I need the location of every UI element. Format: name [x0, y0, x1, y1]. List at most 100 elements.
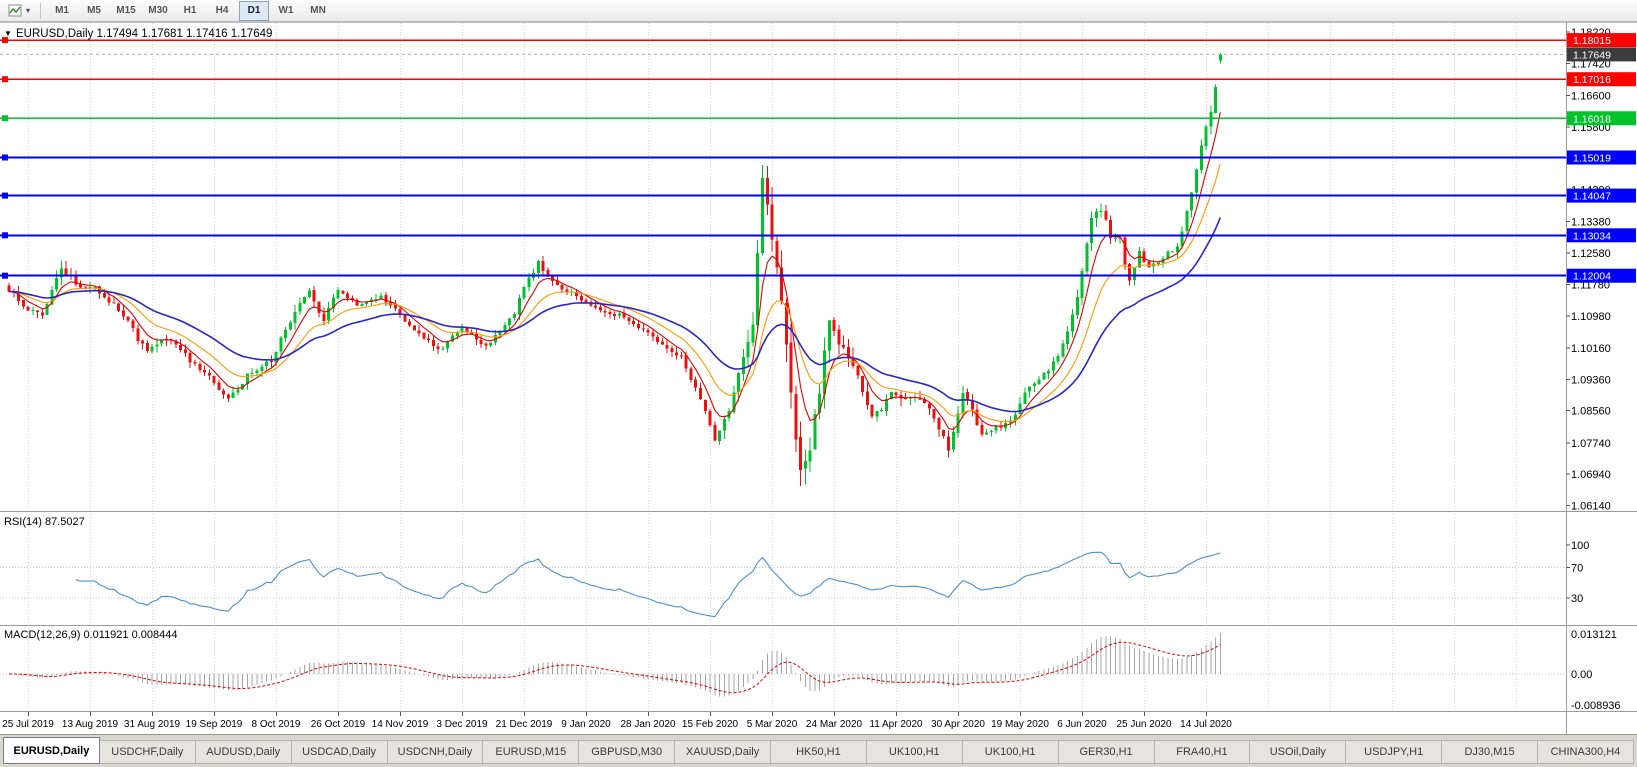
hline-badge-1.17016-text: 1.17016 [1573, 74, 1611, 86]
chart-cursor-icon [8, 4, 22, 16]
date-tick-label: 24 Mar 2020 [806, 719, 863, 730]
date-tick-label: 14 Jul 2020 [1180, 719, 1232, 730]
tab-ger30-h1[interactable]: GER30,H1 [1058, 740, 1155, 764]
hline-badge-1.16018-text: 1.16018 [1573, 113, 1611, 125]
tab-fra40-h1[interactable]: FRA40,H1 [1154, 740, 1251, 764]
tab-usdjpy-h1[interactable]: USDJPY,H1 [1346, 740, 1443, 764]
timeframe-button-group: M1 M5 M15 M30 H1 H4 D1 W1 MN [47, 0, 333, 21]
tab-dj30-m15[interactable]: DJ30,M15 [1442, 740, 1538, 764]
hline-handle-1.17016[interactable] [2, 76, 8, 83]
macd-signal-line [9, 641, 1221, 694]
horizontal-lines [0, 37, 1566, 279]
title-collapse-marker[interactable]: ▼ [4, 29, 12, 38]
hline-badge-1.15019-text: 1.15019 [1573, 153, 1611, 165]
rsi-indicator [0, 551, 1566, 618]
date-tick-label: 19 May 2020 [991, 719, 1049, 730]
dropdown-caret-icon: ▾ [26, 5, 31, 15]
hline-handle-1.16018[interactable] [2, 115, 8, 122]
tab-eurusd-daily[interactable]: EURUSD,Daily [3, 737, 100, 764]
date-tick-label: 11 Apr 2020 [869, 719, 923, 730]
timeframe-button-m30[interactable]: M30 [148, 5, 168, 16]
date-tick-label: 28 Jan 2020 [620, 719, 675, 730]
date-tick-label: 15 Feb 2020 [682, 719, 739, 730]
tab-xauusd-daily[interactable]: XAUUSD,Daily [675, 740, 771, 764]
date-tick-label: 25 Jul 2019 [2, 719, 54, 730]
hline-handle-1.18015[interactable] [2, 37, 8, 44]
chart-canvas[interactable]: 1.182201.174201.166001.158001.150001.142… [0, 22, 1637, 734]
tab-usdchf-daily[interactable]: USDCHF,Daily [99, 740, 196, 764]
tab-audusd-daily[interactable]: AUDUSD,Daily [195, 740, 292, 764]
price-tick-label: 1.15800 [1571, 122, 1611, 134]
timeframe-button-m5[interactable]: M5 [87, 5, 101, 16]
hline-badge-1.13034-text: 1.13034 [1573, 230, 1611, 242]
timeframe-button-d1[interactable]: D1 [239, 0, 270, 21]
hline-badge-1.14047-text: 1.14047 [1573, 191, 1611, 203]
date-tick-label: 5 Mar 2020 [747, 719, 798, 730]
macd-label: MACD(12,26,9) 0.011921 0.008444 [4, 629, 177, 641]
macd-indicator [0, 633, 1566, 697]
hline-badge-1.18015 [1567, 33, 1636, 48]
hline-handle-1.15019[interactable] [2, 154, 8, 161]
hline-badge-1.14047 [1567, 188, 1636, 203]
date-tick-label: 8 Oct 2019 [252, 719, 301, 730]
ma-slow-line [8, 217, 1222, 413]
timeframe-toolbar: ▾ M1 M5 M15 M30 H1 H4 D1 W1 MN [0, 0, 1637, 22]
macd-histogram [13, 633, 1221, 697]
tab-hk50-h1[interactable]: HK50,H1 [771, 740, 867, 764]
rsi-axis-label: 100 [1571, 540, 1589, 552]
hline-badge-1.18015-text: 1.18015 [1573, 35, 1611, 47]
date-tick-label: 9 Jan 2020 [561, 719, 611, 730]
price-tick-label: 1.16600 [1571, 91, 1611, 103]
tab-uk100-h1[interactable]: UK100,H1 [962, 740, 1059, 764]
tab-eurusd-m15[interactable]: EURUSD,M15 [483, 740, 580, 764]
date-tick-label: 21 Dec 2019 [496, 719, 553, 730]
timeframe-button-h1[interactable]: H1 [183, 5, 197, 16]
price-tick-label: 1.10160 [1571, 343, 1611, 355]
tab-usdcnh-daily[interactable]: USDCNH,Daily [387, 740, 484, 764]
tab-china300-h4[interactable]: CHINA300,H4 [1538, 740, 1634, 764]
chart-background [0, 22, 1637, 734]
hline-badge-1.16018 [1567, 111, 1636, 126]
date-axis[interactable]: 25 Jul 2019 13 Aug 2019 31 Aug 2019 19 Sep … [2, 712, 1232, 730]
macd-axis-min: -0.008936 [1571, 700, 1621, 712]
price-tick-label: 1.12580 [1571, 248, 1611, 260]
chart-title-ohlc: EURUSD,Daily 1.17494 1.17681 1.17416 1.1… [16, 28, 272, 40]
hline-handle-1.12004[interactable] [2, 272, 8, 279]
hline-badge-1.13034 [1567, 228, 1636, 243]
rsi-line [75, 551, 1221, 618]
timeframe-button-mn[interactable]: MN [310, 5, 326, 16]
date-tick-label: 13 Aug 2019 [62, 719, 119, 730]
macd-axis-max: 0.013121 [1571, 629, 1617, 641]
timeframe-button-w1[interactable]: W1 [278, 5, 294, 16]
tab-usoil-daily[interactable]: USOil,Daily [1250, 740, 1347, 764]
vertical-gridlines [28, 23, 1517, 711]
price-tick-label: 1.10980 [1571, 311, 1611, 323]
tab-uk100-h1[interactable]: UK100,H1 [866, 740, 963, 764]
hline-badge-1.15019 [1567, 150, 1636, 165]
tab-gbpusd-m30[interactable]: GBPUSD,M30 [579, 740, 676, 764]
hline-badge-1.12004-text: 1.12004 [1573, 271, 1611, 283]
timeframe-button-h4[interactable]: H4 [215, 5, 229, 16]
price-tick-label: 1.13380 [1571, 217, 1611, 229]
bid-price-badge [1567, 47, 1636, 62]
macd-axis-zero: 0.00 [1571, 669, 1592, 681]
charts-dropdown-button[interactable]: ▾ [4, 1, 34, 21]
timeframe-button-m15[interactable]: M15 [116, 5, 136, 16]
date-tick-label: 31 Aug 2019 [124, 719, 181, 730]
price-tick-label: 1.06940 [1571, 469, 1611, 481]
hline-handle-1.13034[interactable] [2, 232, 8, 239]
price-tick-label: 1.09360 [1571, 374, 1611, 386]
timeframe-button-m1[interactable]: M1 [55, 5, 69, 16]
date-tick-label: 14 Nov 2019 [372, 719, 429, 730]
date-tick-label: 30 Apr 2020 [931, 719, 985, 730]
date-tick-label: 25 Jun 2020 [1116, 719, 1171, 730]
tab-usdcad-daily[interactable]: USDCAD,Daily [291, 740, 388, 764]
rsi-label: RSI(14) 87.5027 [4, 516, 85, 528]
date-tick-label: 6 Jun 2020 [1057, 719, 1107, 730]
price-tick-label: 1.08560 [1571, 406, 1611, 418]
hline-handle-1.14047[interactable] [2, 192, 8, 199]
date-tick-label: 26 Oct 2019 [311, 719, 366, 730]
hline-badge-1.17016 [1567, 72, 1636, 87]
bid-price-badge-text: 1.17649 [1573, 49, 1611, 61]
